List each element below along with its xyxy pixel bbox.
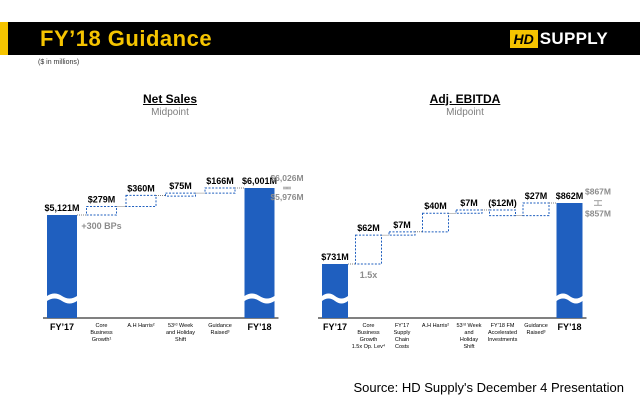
category-label-core-business-growth-1-0: Core <box>363 323 375 329</box>
bar-core-business-growth-1 <box>355 234 382 265</box>
category-label-fy-18-fm-accelerated-investments-1-1: Accelerated <box>488 330 517 336</box>
value-label-fy-18-1: $862M <box>556 191 584 201</box>
category-label-core-business-growth-0-0: Core <box>96 323 108 329</box>
annotation-core-business-growth-1: 1.5x <box>360 270 378 280</box>
bar-fy-17-1 <box>322 264 348 318</box>
annotation-core-business-growth-0: +300 BPs <box>81 221 121 231</box>
category-label-fy-17-supply-chain-costs-1-2: Chain <box>395 337 409 343</box>
bar-guidance-raised-0 <box>204 187 236 194</box>
logo-supply-word: SUPPLY <box>539 29 608 48</box>
category-label-guidance-raised-0-0: Guidance <box>208 323 232 329</box>
page-title: FY’18 Guidance <box>40 26 213 51</box>
range-high-label-0: $6,026M <box>270 173 303 183</box>
bar-a-h-harris-0 <box>125 194 157 207</box>
category-label-core-business-growth-1-3: 1.5x Op. Lev⁴ <box>352 343 386 350</box>
hd-supply-logo: HD SUPPLY <box>509 28 609 50</box>
bar-a-h-harris-1 <box>422 212 449 233</box>
value-label-fy-18-0: $6,001M <box>242 176 277 186</box>
category-label-53rd-week-and-holiday-shift-0-2: Shift <box>175 337 186 343</box>
category-label-core-business-growth-1-1: Business <box>357 330 380 336</box>
category-label-fy-17-0-0: FY’17 <box>50 322 74 332</box>
category-label-fy-18-fm-accelerated-investments-1-0: FY’18 FM <box>491 323 515 329</box>
value-label-fy-18-fm-accelerated-investments-1: ($12M) <box>488 198 517 208</box>
category-label-fy-17-supply-chain-costs-1-3: Costs <box>395 344 409 350</box>
category-label-fy-18-0-0: FY’18 <box>247 322 271 332</box>
category-label-core-business-growth-0-2: Growth¹ <box>92 337 112 343</box>
axis-break-fy-17-0 <box>47 293 77 304</box>
category-label-fy-17-supply-chain-costs-1-0: FY’17 <box>395 323 409 329</box>
value-label-core-business-growth-0: $279M <box>88 194 116 204</box>
category-label-fy-18-fm-accelerated-investments-1-2: Investments <box>488 337 518 343</box>
bar-53rd-week-and-holiday-shift-1 <box>455 209 483 214</box>
net-sales-subtitle: Midpoint <box>151 107 189 118</box>
bar-53rd-week-and-holiday-shift-0 <box>165 192 196 197</box>
value-label-fy-17-1: $731M <box>321 252 349 262</box>
value-label-fy-17-supply-chain-costs-1: $7M <box>393 220 411 230</box>
category-label-53rd-week-and-holiday-shift-0-1: and Holiday <box>166 330 195 336</box>
value-label-a-h-harris-1: $40M <box>424 201 447 211</box>
category-label-core-business-growth-1-2: Growth <box>360 337 378 343</box>
category-label-guidance-raised-1-0: Guidance <box>524 323 548 329</box>
category-label-a-h-harris-1-0: A.H Harris² <box>422 323 449 329</box>
category-label-53rd-week-and-holiday-shift-0-0: 53ʳᵈ Week <box>168 322 193 329</box>
category-label-fy-17-1-0: FY’17 <box>323 322 347 332</box>
source-note: Source: HD Supply's December 4 Presentat… <box>353 380 624 395</box>
category-label-53rd-week-and-holiday-shift-1-2: Holiday <box>460 337 479 343</box>
value-label-fy-17-0: $5,121M <box>44 203 79 213</box>
title-bar: FY’18 Guidance HD SUPPLY <box>0 22 640 55</box>
range-high-label-1: $867M <box>585 187 611 197</box>
value-label-53rd-week-and-holiday-shift-0: $75M <box>169 181 192 191</box>
axis-break-fy-18-1 <box>556 293 583 304</box>
net-sales-title: Net Sales <box>142 92 198 106</box>
category-label-53rd-week-and-holiday-shift-1-3: Shift <box>463 344 474 350</box>
category-label-a-h-harris-0-0: A.H Harris² <box>127 323 154 329</box>
value-label-a-h-harris-0: $360M <box>127 183 155 193</box>
value-label-guidance-raised-0: $166M <box>206 176 234 186</box>
range-low-label-1: $857M <box>585 208 611 218</box>
category-label-fy-18-1-0: FY’18 <box>557 322 581 332</box>
category-label-fy-17-supply-chain-costs-1-1: Supply <box>394 330 411 336</box>
value-label-core-business-growth-1: $62M <box>357 223 380 233</box>
axis-break-fy-18-0 <box>244 293 275 304</box>
category-label-core-business-growth-0-1: Business <box>90 330 113 336</box>
ebitda-subtitle: Midpoint <box>446 107 484 118</box>
category-label-guidance-raised-1-1: Raised³ <box>527 330 546 336</box>
ebitda-title: Adj. EBITDA <box>429 92 501 106</box>
value-label-53rd-week-and-holiday-shift-1: $7M <box>460 198 478 208</box>
range-low-label-0: $5,976M <box>270 192 303 202</box>
bar-fy-17-supply-chain-costs-1 <box>388 231 416 236</box>
logo-hd-mark: HD <box>509 30 538 48</box>
category-label-53rd-week-and-holiday-shift-1-1: and <box>464 330 473 336</box>
category-label-guidance-raised-0-1: Raised³ <box>211 330 230 336</box>
units-note: ($ in millions) <box>38 59 80 66</box>
bar-guidance-raised-1 <box>522 202 550 217</box>
category-label-53rd-week-and-holiday-shift-1-0: 53ʳᵈ Week <box>457 322 482 329</box>
bar-core-business-growth-0 <box>86 205 117 216</box>
bar-fy-18-fm-accelerated-investments-1 <box>489 209 516 217</box>
value-label-guidance-raised-1: $27M <box>525 191 548 201</box>
title-accent <box>0 22 8 55</box>
axis-break-fy-17-1 <box>322 293 348 304</box>
